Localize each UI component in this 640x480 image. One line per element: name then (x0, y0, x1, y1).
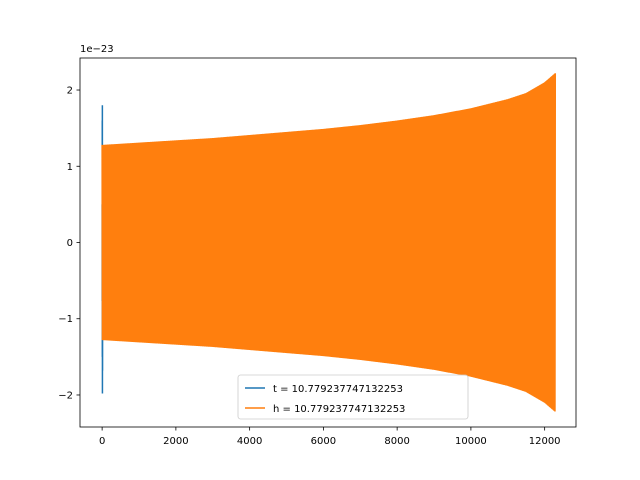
legend-label: t = 10.779237747132253 (273, 384, 403, 395)
y-tick-label: 0 (67, 238, 73, 249)
legend-box (237, 374, 469, 420)
x-tick-label: 2000 (163, 436, 188, 447)
y-tick-label: −1 (58, 314, 73, 325)
x-tick-label: 10000 (455, 436, 487, 447)
plot-area (101, 73, 557, 412)
x-tick-label: 6000 (311, 436, 336, 447)
y-offset-label: 1e−23 (80, 44, 114, 55)
y-axis: −2 −1 0 1 2 (58, 86, 80, 401)
y-tick-label: 2 (67, 86, 73, 97)
y-tick-label: −2 (58, 390, 73, 401)
legend-label: h = 10.779237747132253 (273, 404, 405, 415)
x-tick-label: 0 (99, 436, 105, 447)
x-tick-label: 4000 (237, 436, 262, 447)
y-tick-label: 1 (67, 162, 73, 173)
x-axis: 0 2000 4000 6000 8000 10000 12000 (99, 427, 561, 447)
series-line-h (101, 73, 557, 412)
legend: t = 10.779237747132253 h = 10.77923774713… (237, 374, 469, 420)
x-tick-label: 12000 (529, 436, 561, 447)
x-tick-label: 8000 (384, 436, 409, 447)
